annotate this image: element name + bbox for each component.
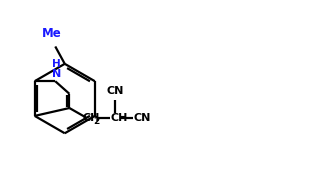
- Text: CN: CN: [133, 113, 151, 123]
- Text: H: H: [52, 59, 61, 69]
- Text: Me: Me: [42, 27, 62, 40]
- Text: CH: CH: [110, 113, 128, 123]
- Text: CN: CN: [106, 86, 123, 96]
- Text: N: N: [52, 69, 61, 79]
- Text: CH: CH: [83, 113, 100, 123]
- Text: 2: 2: [93, 117, 99, 126]
